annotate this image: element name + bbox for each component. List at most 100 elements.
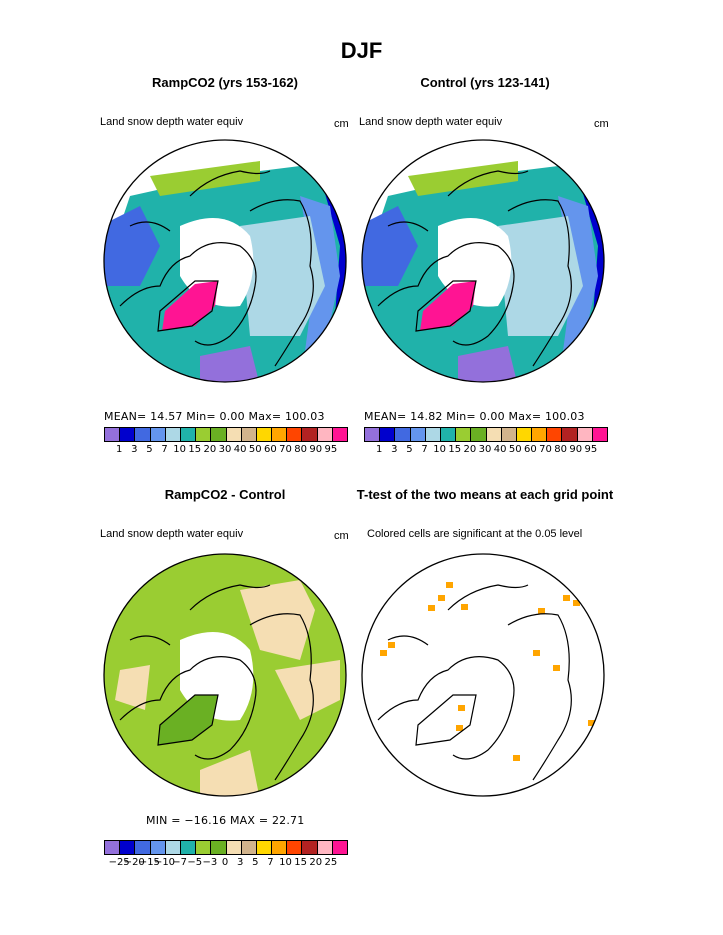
colorbar-diff-swatch <box>196 841 212 854</box>
significant-cell <box>461 604 468 610</box>
colorbar-control-tick-label: 60 <box>524 444 537 455</box>
colorbar-control-tick-label: 3 <box>391 444 398 455</box>
colorbar-control-tick-label: 40 <box>493 444 507 455</box>
colorbar-diff-tick-label: 15 <box>294 857 307 868</box>
colorbar-control-swatch <box>592 428 607 441</box>
land-snow-region <box>200 346 260 382</box>
significant-cell <box>388 642 395 648</box>
colorbar-rampco2-swatch <box>150 428 166 441</box>
significant-cell <box>380 650 387 656</box>
stats-control: MEAN= 14.82 Min= 0.00 Max= 100.03 <box>364 410 585 423</box>
colorbar-rampco2-tick-label: 60 <box>264 444 277 455</box>
significant-cell <box>533 650 540 656</box>
colorbar-control-swatch <box>395 428 411 441</box>
panel-subtitle-diff: Land snow depth water equiv <box>100 528 244 540</box>
colorbar-rampco2-tick-label: 50 <box>248 444 262 455</box>
significant-cell <box>563 595 570 601</box>
coastline <box>387 635 429 646</box>
colorbar-diff-swatch <box>226 841 242 854</box>
colorbar-control-swatch <box>501 428 517 441</box>
colorbar-diff-swatch <box>287 841 303 854</box>
land-snow-region <box>408 161 518 196</box>
land-snow-region <box>104 206 160 286</box>
coastline <box>249 613 314 781</box>
colorbar-diff-swatch <box>150 841 166 854</box>
coastline <box>447 584 529 611</box>
colorbar-rampco2-swatch <box>256 428 273 441</box>
colorbar-rampco2-tick-label: 3 <box>131 444 138 455</box>
colorbar-control-swatch <box>365 428 381 441</box>
colorbar-diff-swatch <box>135 841 151 854</box>
colorbar-diff-tick-label: −10 <box>153 857 176 868</box>
colorbar-rampco2-tick-label: 15 <box>188 444 202 455</box>
colorbar-rampco2-tick-label: 5 <box>146 444 153 455</box>
colorbar-control-tick-label: 15 <box>448 444 462 455</box>
diff-positive-region <box>200 750 260 796</box>
coastline <box>377 242 515 346</box>
colorbar-rampco2-tick-label: 40 <box>233 444 247 455</box>
diff-positive-region <box>115 665 150 710</box>
significant-cell <box>458 705 465 711</box>
colorbar-diff <box>104 840 348 855</box>
map-field <box>104 554 346 796</box>
colorbar-rampco2-tick-label: 70 <box>279 444 292 455</box>
significant-cell <box>513 755 520 761</box>
colorbar-rampco2-swatch <box>241 428 257 441</box>
greenland-high-snow <box>420 281 476 331</box>
colorbar-control-tick-label: 30 <box>478 444 492 455</box>
coastline <box>157 280 219 332</box>
coastline <box>249 199 314 367</box>
colorbar-control-swatch <box>440 428 457 441</box>
colorbar-rampco2-swatch <box>120 428 136 441</box>
panel-unit-rampco2: cm <box>334 118 349 130</box>
colorbar-rampco2-tick-label: 1 <box>115 444 123 455</box>
diff-negative-region <box>158 695 218 745</box>
panel-title-control: Control (yrs 123-141) <box>420 75 550 90</box>
significant-cell <box>438 595 445 601</box>
panel-title-diff: RampCO2 - Control <box>164 487 286 502</box>
colorbar-control-swatch <box>425 428 441 441</box>
colorbar-diff-swatch <box>120 841 136 854</box>
land-snow-region <box>362 206 418 286</box>
colorbar-rampco2-swatch <box>105 428 121 441</box>
diff-positive-region <box>275 660 340 720</box>
colorbar-control-tick-label: 7 <box>421 444 428 455</box>
significant-cell <box>428 605 435 611</box>
colorbar-diff-swatch <box>317 841 333 854</box>
colorbar-rampco2-swatch <box>332 428 347 441</box>
land-snow-region <box>458 346 518 382</box>
panel-unit-diff: cm <box>334 530 349 542</box>
coastline <box>157 694 219 746</box>
panel-subtitle-ttest: Colored cells are significant at the 0.0… <box>367 528 583 540</box>
colorbar-control-swatch <box>562 428 578 441</box>
panel-title-rampco2: RampCO2 (yrs 153-162) <box>152 75 298 90</box>
colorbar-diff-tick-label: −5 <box>187 857 203 868</box>
colorbar-control-swatch <box>486 428 502 441</box>
colorbar-control-tick-label: 90 <box>569 444 583 455</box>
colorbar-diff-swatch <box>211 841 227 854</box>
stats-rampco2: MEAN= 14.57 Min= 0.00 Max= 100.03 <box>104 410 325 423</box>
map-control <box>361 139 605 383</box>
coastline <box>377 656 515 760</box>
colorbar-control-swatch <box>410 428 426 441</box>
colorbar-diff-tick-label: 25 <box>324 857 338 868</box>
colorbar-control-tick-label: 5 <box>406 444 413 455</box>
coastline <box>119 242 257 346</box>
colorbar-rampco2-swatch <box>180 428 197 441</box>
colorbar-rampco2-swatch <box>211 428 227 441</box>
map-field <box>380 582 595 761</box>
colorbar-rampco2-swatch <box>196 428 212 441</box>
colorbar-control-tick-label: 20 <box>463 444 477 455</box>
colorbar-rampco2-tick-label: 80 <box>294 444 307 455</box>
coastline <box>189 584 271 611</box>
colorbar-control-swatch <box>471 428 487 441</box>
coastline <box>507 199 572 367</box>
panel-unit-control: cm <box>594 118 609 130</box>
colorbar-diff-tick-label: −25 <box>108 857 130 868</box>
map-field <box>362 140 604 382</box>
colorbar-diff-swatch <box>241 841 257 854</box>
colorbar-diff-tick-label: −3 <box>202 857 218 868</box>
panel-title-ttest: T-test of the two means at each grid poi… <box>356 487 614 502</box>
colorbar-rampco2-tick-label: 10 <box>173 444 186 455</box>
colorbar-diff-swatch <box>256 841 273 854</box>
